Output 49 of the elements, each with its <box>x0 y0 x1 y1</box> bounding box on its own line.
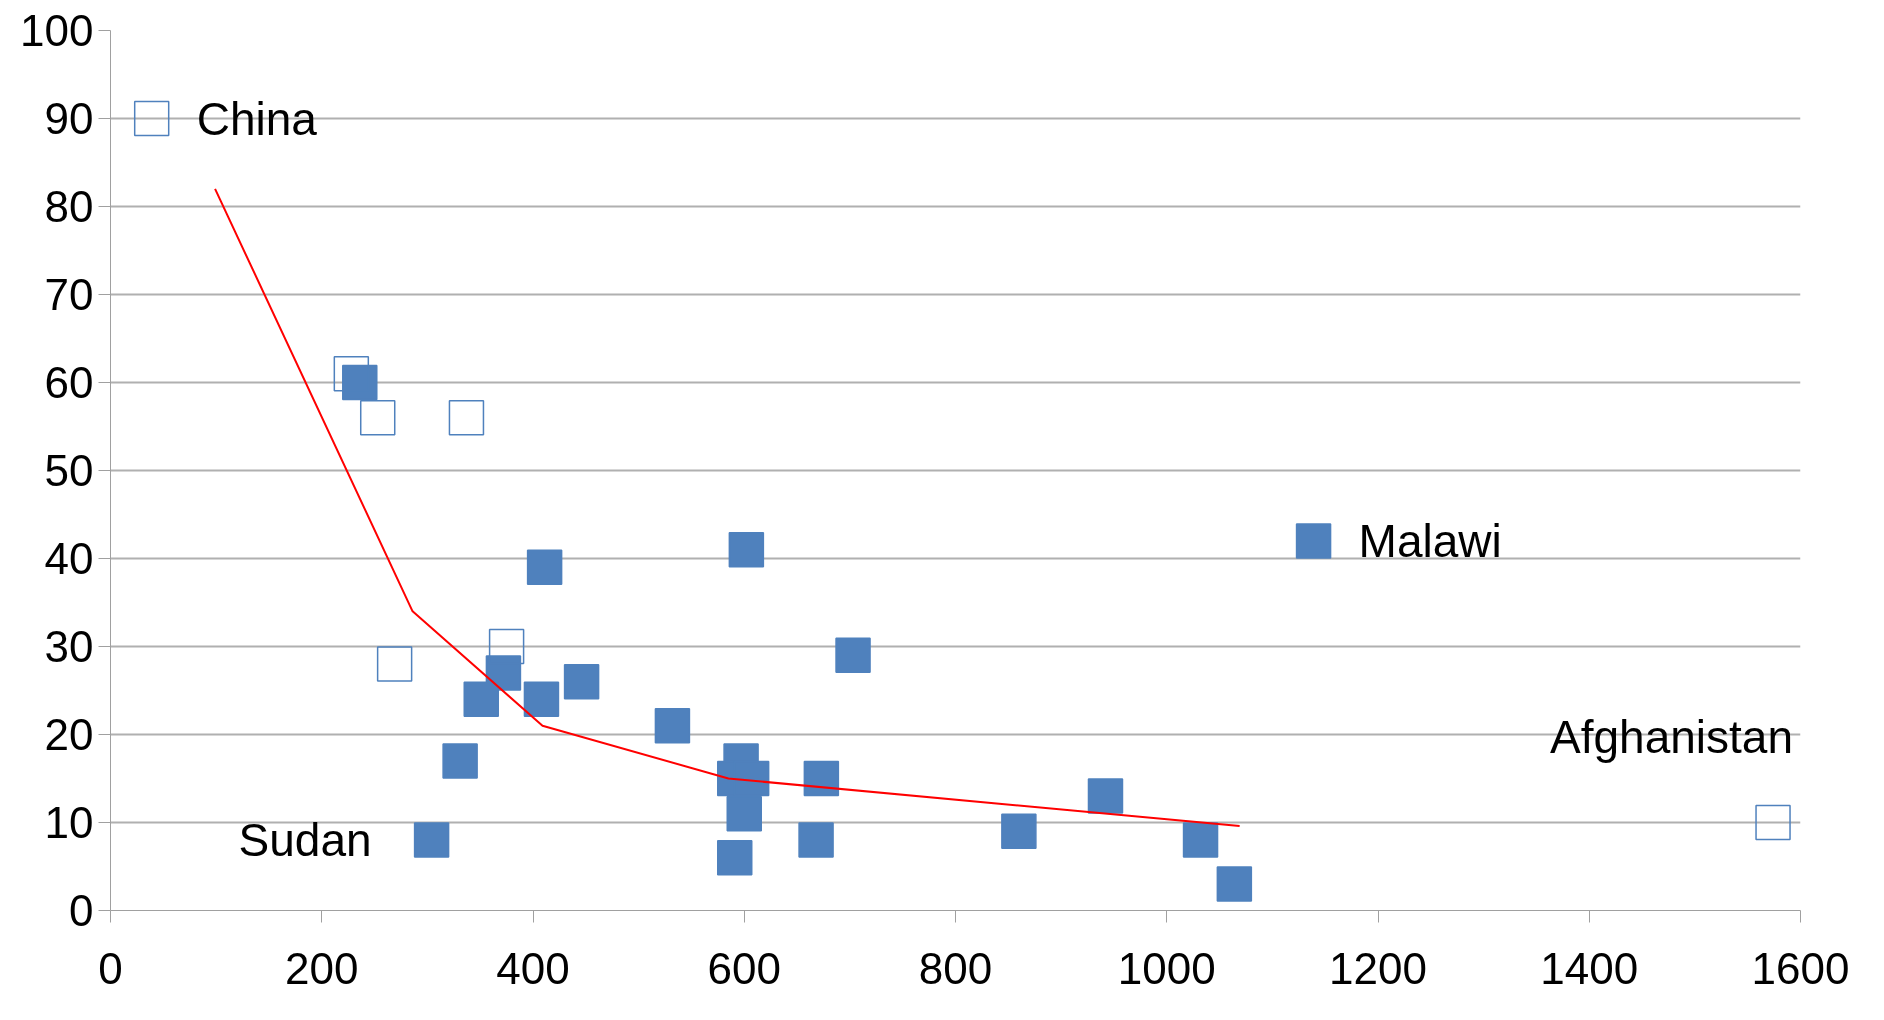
point <box>728 531 765 568</box>
point <box>442 743 478 779</box>
point <box>523 681 560 718</box>
point <box>413 822 450 858</box>
point <box>1001 813 1037 850</box>
point <box>376 646 413 682</box>
point <box>488 628 525 665</box>
point <box>563 663 600 700</box>
annotation: Afghanistan <box>1550 710 1794 763</box>
y-tick-label: 20 <box>44 710 94 759</box>
point <box>803 760 840 797</box>
x-tick-label: 1200 <box>1329 943 1427 993</box>
x-tick-label: 1000 <box>1117 943 1216 993</box>
y-tick-label: 30 <box>44 622 94 671</box>
point <box>798 822 834 858</box>
point <box>1182 822 1219 858</box>
point <box>835 637 871 674</box>
point <box>133 100 170 137</box>
annotation: China <box>196 92 318 145</box>
y-tick-label: 100 <box>20 6 94 55</box>
x-tick-label: 1400 <box>1540 943 1639 993</box>
x-tick-label: 800 <box>918 943 993 993</box>
point <box>1755 804 1791 841</box>
y-tick-label: 0 <box>69 886 94 935</box>
annotation: Malawi <box>1358 514 1502 567</box>
y-tick-label: 90 <box>44 94 94 143</box>
x-tick-label: 200 <box>285 943 359 993</box>
point <box>716 839 753 876</box>
point <box>1216 866 1253 902</box>
point <box>526 549 563 586</box>
point <box>654 707 691 744</box>
point <box>726 795 762 832</box>
x-tick-label: 600 <box>707 943 781 993</box>
point <box>1295 523 1332 559</box>
y-tick-label: 70 <box>44 270 94 319</box>
point <box>448 399 485 436</box>
point <box>1087 778 1124 814</box>
point <box>333 355 370 392</box>
point <box>463 681 499 718</box>
point <box>342 364 378 401</box>
x-tick-label: 400 <box>496 943 570 993</box>
y-tick-label: 60 <box>44 358 94 407</box>
point <box>359 399 396 436</box>
y-tick-label: 40 <box>44 534 94 583</box>
y-tick-label: 10 <box>44 798 94 847</box>
y-tick-label: 50 <box>44 446 94 495</box>
x-tick-label: 1600 <box>1751 943 1850 993</box>
y-tick-label: 80 <box>44 182 94 231</box>
annotation: Sudan <box>238 814 372 867</box>
